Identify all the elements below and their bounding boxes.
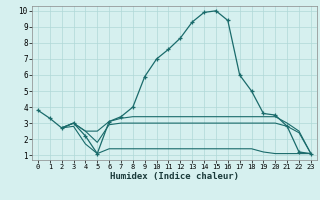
X-axis label: Humidex (Indice chaleur): Humidex (Indice chaleur) bbox=[110, 172, 239, 181]
